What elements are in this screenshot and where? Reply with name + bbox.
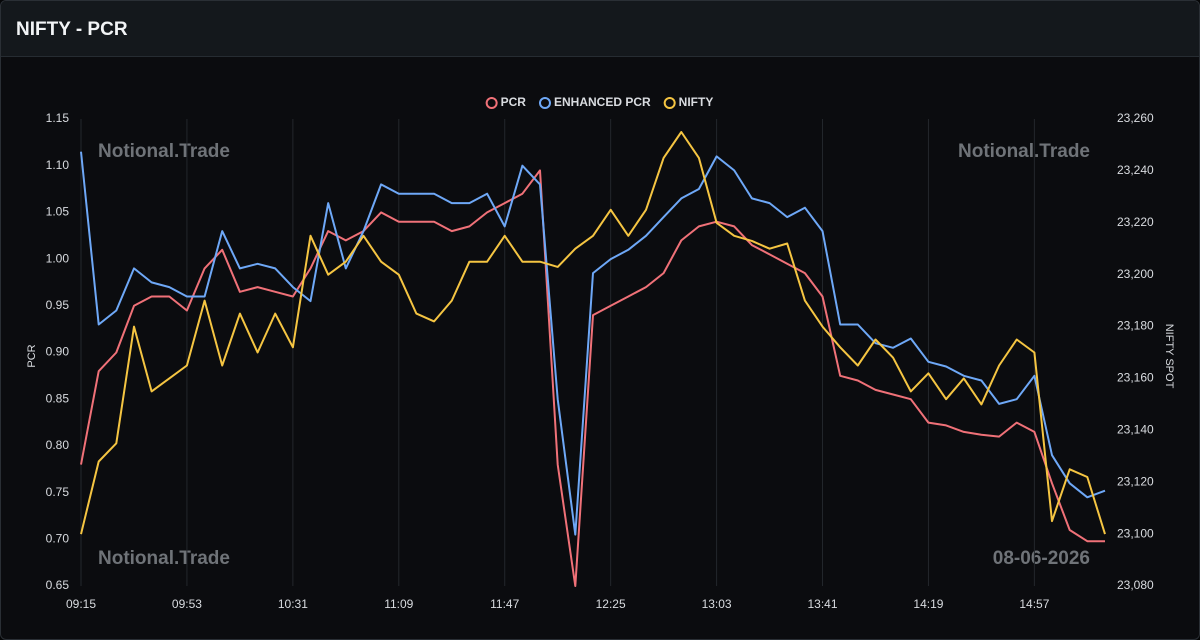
y-tick-label: 1.00 xyxy=(46,251,70,265)
x-tick-label: 11:47 xyxy=(490,597,519,611)
watermark: Notional.Trade xyxy=(98,141,230,162)
y2-tick-label: 23,180 xyxy=(1117,319,1154,333)
panel-title: NIFTY - PCR xyxy=(16,19,128,40)
y2-tick-label: 23,140 xyxy=(1117,423,1154,437)
y2-axis-label: NIFTY SPOT xyxy=(1163,324,1175,389)
x-tick-label: 13:41 xyxy=(808,597,838,611)
watermark: Notional.Trade xyxy=(958,141,1090,162)
panel-header: NIFTY - PCR xyxy=(1,1,1199,57)
legend-label: PCR xyxy=(501,95,527,109)
watermark: 08-06-2026 xyxy=(993,548,1090,569)
y2-tick-label: 23,100 xyxy=(1117,526,1154,540)
legend-marker xyxy=(663,97,676,109)
x-tick-label: 14:19 xyxy=(913,597,943,611)
legend-marker xyxy=(485,97,498,109)
y-tick-label: 0.70 xyxy=(46,531,70,545)
x-tick-label: 13:03 xyxy=(702,597,732,611)
y-axis-label: PCR xyxy=(26,344,38,367)
y-tick-label: 1.05 xyxy=(46,205,70,219)
y2-tick-label: 23,160 xyxy=(1117,371,1154,385)
x-tick-label: 14:57 xyxy=(1019,597,1049,611)
y-tick-label: 1.15 xyxy=(46,111,70,125)
series-line xyxy=(80,131,1106,535)
legend-marker xyxy=(538,97,551,109)
x-tick-label: 11:09 xyxy=(384,597,413,611)
watermark: Notional.Trade xyxy=(98,548,230,569)
y-tick-label: 0.95 xyxy=(46,298,70,312)
legend-label: ENHANCED PCR xyxy=(554,95,651,109)
y-tick-label: 0.90 xyxy=(46,345,70,359)
y2-tick-label: 23,200 xyxy=(1117,267,1154,281)
x-tick-label: 09:53 xyxy=(172,597,202,611)
y2-tick-label: 23,080 xyxy=(1117,578,1154,592)
legend-label: NIFTY xyxy=(679,95,714,109)
series-line xyxy=(80,151,1106,536)
series-line xyxy=(80,169,1105,587)
y-tick-label: 0.85 xyxy=(46,391,70,405)
y-tick-label: 0.80 xyxy=(46,438,70,452)
y2-tick-label: 23,260 xyxy=(1117,111,1154,125)
y2-tick-label: 23,240 xyxy=(1117,163,1154,177)
y2-tick-label: 23,120 xyxy=(1117,474,1154,488)
y-tick-label: 0.75 xyxy=(46,485,70,499)
y2-tick-label: 23,220 xyxy=(1117,215,1154,229)
x-tick-label: 12:25 xyxy=(596,597,626,611)
y-tick-label: 0.65 xyxy=(46,578,70,592)
x-tick-label: 09:15 xyxy=(66,597,96,611)
y-tick-label: 1.10 xyxy=(46,158,70,172)
x-tick-label: 10:31 xyxy=(278,597,308,611)
